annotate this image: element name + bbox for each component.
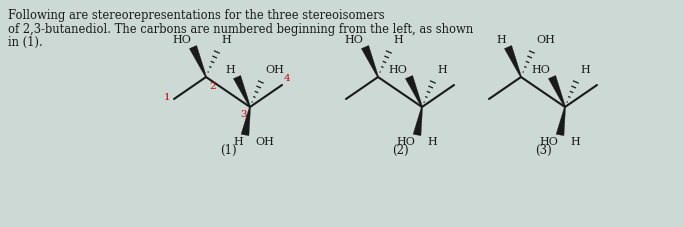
Text: H: H [580, 65, 589, 75]
Text: H: H [221, 35, 231, 45]
Text: of 2,3-butanediol. The carbons are numbered beginning from the left, as shown: of 2,3-butanediol. The carbons are numbe… [8, 22, 473, 35]
Text: H: H [570, 137, 580, 147]
Polygon shape [548, 75, 566, 107]
Polygon shape [189, 45, 206, 77]
Text: (1): (1) [220, 144, 236, 157]
Text: HO: HO [531, 65, 550, 75]
Text: HO: HO [172, 35, 191, 45]
Text: (2): (2) [391, 144, 408, 157]
Polygon shape [405, 75, 423, 107]
Text: HO: HO [539, 137, 558, 147]
Text: HO: HO [388, 65, 407, 75]
Text: HO: HO [344, 35, 363, 45]
Polygon shape [361, 45, 378, 77]
Polygon shape [234, 75, 251, 107]
Text: OH: OH [255, 137, 274, 147]
Text: H: H [437, 65, 447, 75]
Text: 2: 2 [209, 82, 216, 91]
Text: H: H [225, 65, 235, 75]
Text: HO: HO [396, 137, 415, 147]
Polygon shape [413, 107, 423, 136]
Text: 3: 3 [240, 110, 247, 119]
Polygon shape [556, 107, 566, 136]
Text: H: H [234, 137, 243, 147]
Polygon shape [504, 45, 522, 77]
Text: H: H [497, 35, 506, 45]
Text: Following are stereorepresentations for the three stereoisomers: Following are stereorepresentations for … [8, 9, 385, 22]
Text: (3): (3) [535, 144, 551, 157]
Text: H: H [393, 35, 403, 45]
Text: 1: 1 [163, 92, 170, 101]
Text: H: H [427, 137, 436, 147]
Text: OH: OH [265, 65, 284, 75]
Text: 4: 4 [284, 74, 291, 83]
Polygon shape [241, 107, 251, 136]
Text: in (1).: in (1). [8, 36, 43, 49]
Text: OH: OH [536, 35, 555, 45]
